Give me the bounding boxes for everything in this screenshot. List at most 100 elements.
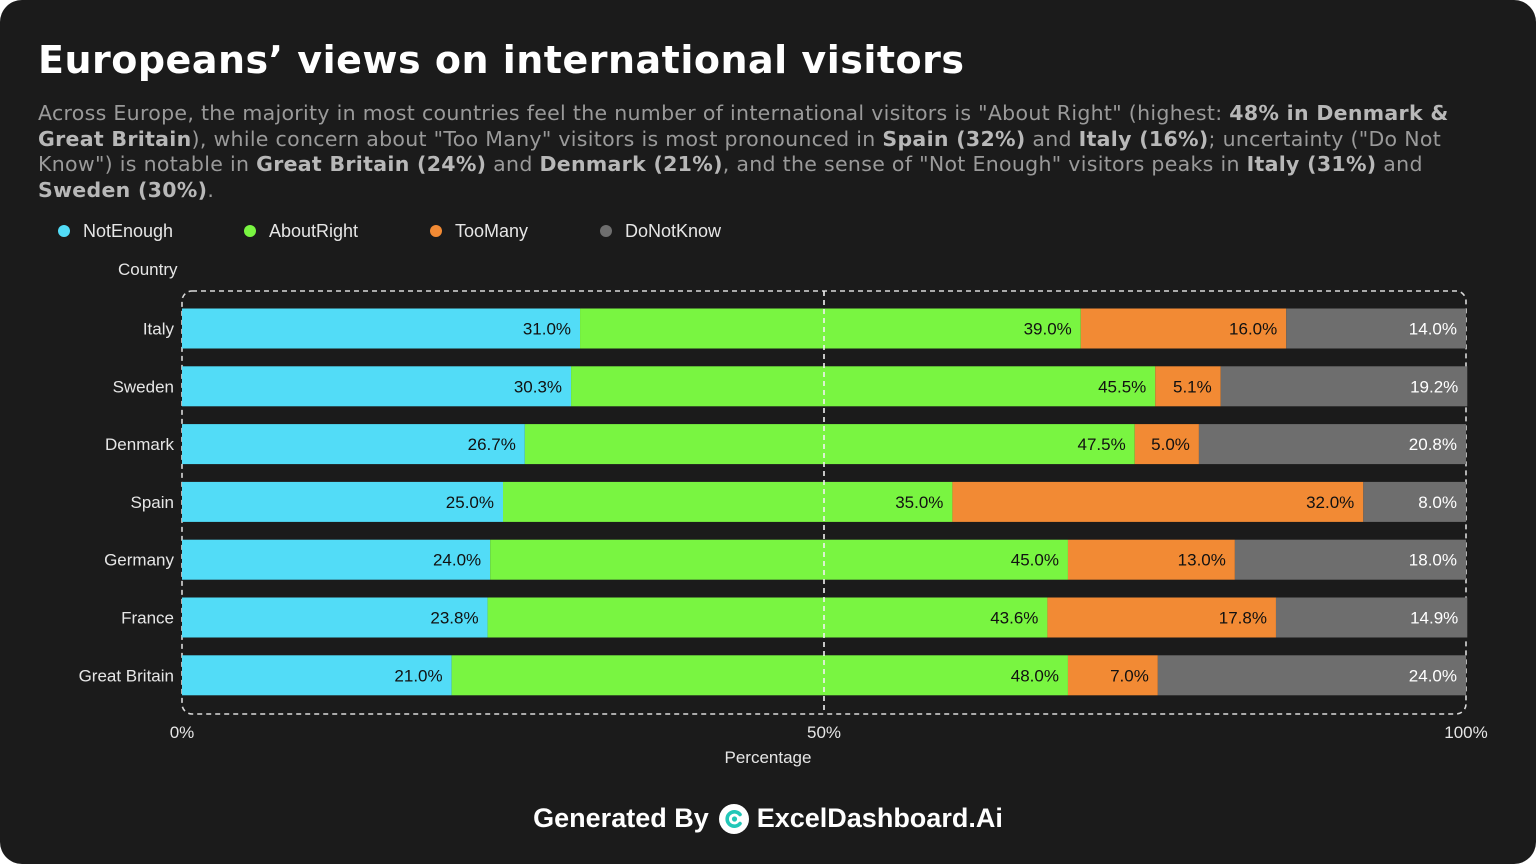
legend-swatch (600, 225, 612, 237)
legend-label: DoNotKnow (625, 220, 722, 241)
data-label: 43.6% (990, 609, 1038, 628)
chart-title: Europeans’ views on international visito… (38, 38, 965, 82)
subtitle-text: . (207, 177, 215, 202)
data-label: 19.2% (1410, 377, 1458, 396)
bar-segment (490, 539, 1068, 580)
subtitle-highlight: 48% in Denmark & Great Britain (38, 101, 1449, 151)
subtitle-text: , and the sense of "Not Enough" visitors… (722, 152, 1247, 176)
y-tick-label: Great Britain (79, 666, 174, 685)
bar-segment (571, 366, 1156, 407)
y-tick-label: Italy (143, 320, 175, 339)
legend-item: AboutRight (244, 218, 358, 244)
y-tick-label: Germany (104, 551, 174, 570)
data-label: 7.0% (1110, 666, 1149, 685)
data-label: 31.0% (523, 320, 571, 339)
y-tick-label: Spain (131, 493, 174, 512)
bar-segment (1134, 424, 1199, 465)
subtitle-highlight: Spain (32%) (882, 126, 1026, 151)
legend-label: AboutRight (269, 220, 359, 241)
legend-item: TooMany (430, 218, 528, 244)
legend-item: DoNotKnow (600, 218, 721, 244)
subtitle-text: and (486, 152, 540, 176)
legend-item: NotEnough (58, 218, 173, 244)
subtitle-highlight: Denmark (21%) (539, 152, 723, 176)
bar-segment (182, 308, 581, 349)
footer-prefix: Generated By (533, 803, 709, 833)
x-tick-label: 0% (170, 723, 195, 742)
legend-swatch (430, 225, 442, 237)
subtitle-highlight: Sweden (30%) (38, 177, 208, 202)
subtitle-highlight: Italy (16%) (1078, 126, 1209, 151)
bar-segment (1155, 366, 1221, 407)
bar-segment (1047, 597, 1276, 638)
legend-label: TooMany (455, 220, 529, 241)
footer-brand: ExcelDashboard.Ai (756, 803, 1003, 833)
y-tick-label: Sweden (113, 377, 174, 396)
bar-segment (182, 539, 491, 580)
data-label: 35.0% (895, 493, 943, 512)
legend-swatch (58, 225, 70, 237)
data-label: 20.8% (1409, 435, 1457, 454)
data-label: 16.0% (1229, 320, 1277, 339)
x-tick-label: 100% (1444, 723, 1487, 742)
data-label: 47.5% (1078, 435, 1126, 454)
bar-segment (1157, 655, 1466, 696)
bar-segment (1363, 481, 1466, 522)
data-label: 24.0% (433, 551, 481, 570)
bar-segment (503, 481, 953, 522)
subtitle-text: ), while concern about "Too Many" visito… (191, 126, 883, 151)
bar-segment (1067, 655, 1158, 696)
bar-segment (1067, 539, 1235, 580)
bar-segment (182, 424, 525, 465)
chart-subtitle: Across Europe, the majority in most coun… (38, 101, 1508, 203)
data-label: 32.0% (1306, 493, 1354, 512)
legend-label: NotEnough (83, 220, 174, 241)
bar-segment (952, 481, 1364, 522)
data-label: 48.0% (1011, 666, 1059, 685)
data-label: 8.0% (1418, 493, 1457, 512)
data-label: 13.0% (1178, 551, 1226, 570)
bar-segment (182, 366, 572, 407)
y-tick-label: France (121, 609, 174, 628)
data-label: 21.0% (394, 666, 442, 685)
data-label: 26.7% (468, 435, 516, 454)
x-axis-title: Percentage (724, 748, 812, 767)
subtitle-highlight: Great Britain (24%) (256, 152, 487, 176)
bar-segment (487, 597, 1048, 638)
bar-segment (1198, 424, 1466, 465)
subtitle-highlight: Italy (31%) (1246, 152, 1377, 176)
bar-segment (1286, 308, 1466, 349)
bar-segment (1234, 539, 1466, 580)
subtitle-text: and (1025, 126, 1079, 151)
bar-segment (182, 481, 503, 522)
data-label: 14.9% (1410, 609, 1458, 628)
data-label: 23.8% (430, 609, 478, 628)
bar-segment (1080, 308, 1287, 349)
bar-segment (451, 655, 1068, 696)
subtitle-text: and (1376, 152, 1423, 176)
data-label: 45.0% (1011, 551, 1059, 570)
data-label: 5.0% (1151, 435, 1190, 454)
data-label: 17.8% (1219, 609, 1267, 628)
legend-swatch (244, 225, 256, 237)
bar-segment (524, 424, 1135, 465)
data-label: 14.0% (1409, 320, 1457, 339)
bar-segment (1275, 597, 1468, 638)
footer: Generated By ExcelDashboard.Ai (0, 803, 1536, 834)
bar-segment (1220, 366, 1468, 407)
data-label: 5.1% (1173, 377, 1212, 396)
x-tick-label: 50% (807, 723, 841, 742)
bar-segment (182, 655, 452, 696)
bar-segment (580, 308, 1081, 349)
exceldashboard-logo-icon (718, 803, 749, 834)
bar-segment (182, 597, 488, 638)
data-label: 39.0% (1024, 320, 1072, 339)
y-tick-label: Denmark (105, 435, 174, 454)
data-label: 25.0% (446, 493, 494, 512)
subtitle-text: ; uncertainty ("Do Not Know") is notable… (38, 126, 1442, 177)
data-label: 45.5% (1098, 377, 1146, 396)
y-axis-title: Country (118, 260, 178, 279)
subtitle-text: Across Europe, the majority in most coun… (38, 101, 1230, 125)
